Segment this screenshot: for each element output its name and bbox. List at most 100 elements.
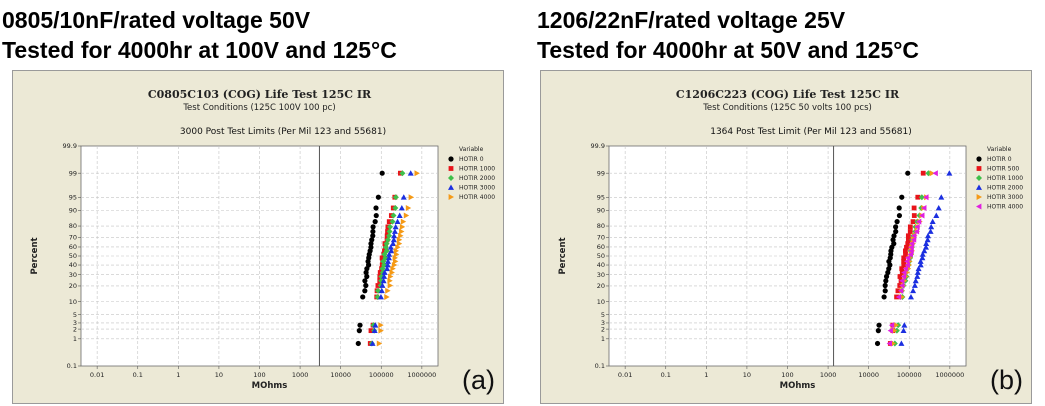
legend-marker bbox=[976, 166, 982, 171]
data-point bbox=[396, 240, 403, 247]
data-point bbox=[399, 228, 405, 235]
legend-marker bbox=[448, 184, 454, 190]
data-point bbox=[893, 322, 900, 329]
data-point bbox=[915, 194, 921, 200]
data-point bbox=[363, 282, 369, 289]
data-point bbox=[400, 218, 407, 225]
data-point bbox=[391, 228, 398, 234]
data-point bbox=[375, 194, 381, 200]
legend-label: HOTIR 2000 bbox=[987, 185, 1023, 192]
data-point bbox=[914, 223, 920, 230]
data-point bbox=[407, 170, 414, 176]
data-point bbox=[370, 233, 376, 239]
chart-b-svg: C1206C223 (COG) Life Test 125C IR Test Co… bbox=[558, 88, 1023, 395]
data-point bbox=[908, 240, 915, 247]
data-point bbox=[918, 194, 925, 201]
data-point bbox=[392, 194, 399, 201]
data-point bbox=[362, 288, 368, 294]
data-point bbox=[381, 269, 388, 275]
data-point bbox=[392, 223, 399, 230]
data-point bbox=[387, 244, 394, 250]
left-heading-line1: 0805/10nF/rated voltage 50V bbox=[2, 7, 311, 33]
x-tick-label: 1 bbox=[176, 371, 180, 379]
data-point bbox=[902, 248, 908, 254]
data-point bbox=[946, 170, 953, 176]
data-point bbox=[904, 244, 909, 250]
data-point bbox=[881, 294, 887, 300]
right-heading-line1: 1206/22nF/rated voltage 25V bbox=[537, 7, 846, 33]
legend-marker bbox=[976, 175, 982, 181]
y-tick-label: 50 bbox=[597, 252, 605, 260]
data-point bbox=[392, 258, 399, 265]
data-point bbox=[925, 232, 932, 239]
data-point bbox=[902, 265, 909, 272]
data-point bbox=[384, 293, 390, 300]
series-hotir-0 bbox=[355, 170, 385, 347]
panel-label: (b) bbox=[990, 365, 1023, 395]
data-point bbox=[387, 282, 394, 289]
data-point bbox=[919, 254, 926, 261]
chart-panel-b: C1206C223 (COG) Life Test 125C IR Test Co… bbox=[540, 70, 1032, 404]
series-hotir-4000 bbox=[886, 170, 938, 347]
legend-label: HOTIR 2000 bbox=[459, 175, 495, 182]
data-point bbox=[387, 277, 393, 284]
y-tick-label: 60 bbox=[69, 243, 77, 251]
x-tick-label: 10 bbox=[215, 371, 223, 379]
y-tick-label: 80 bbox=[597, 222, 605, 230]
data-point bbox=[376, 340, 383, 347]
data-point bbox=[907, 229, 913, 234]
x-tick-label: 1000000 bbox=[935, 371, 964, 379]
series-hotir-2000 bbox=[898, 170, 953, 346]
y-tick-label: 3 bbox=[601, 319, 605, 327]
data-point bbox=[386, 232, 393, 239]
y-tick-label: 50 bbox=[69, 252, 77, 260]
data-point bbox=[910, 236, 917, 243]
data-point bbox=[389, 218, 396, 225]
data-point bbox=[395, 244, 401, 251]
data-point bbox=[891, 233, 897, 239]
data-point bbox=[899, 266, 905, 272]
data-point bbox=[901, 259, 907, 264]
data-point bbox=[913, 228, 920, 235]
data-point bbox=[928, 223, 935, 230]
x-axis-label: MOhms bbox=[780, 381, 816, 391]
data-point bbox=[920, 170, 926, 176]
data-point bbox=[888, 322, 895, 329]
data-point bbox=[369, 237, 375, 243]
y-tick-label: 80 bbox=[69, 222, 77, 230]
legend-label: HOTIR 3000 bbox=[459, 185, 495, 192]
data-point bbox=[903, 251, 908, 257]
data-point bbox=[896, 205, 902, 211]
data-point bbox=[378, 327, 384, 334]
data-point bbox=[379, 255, 385, 261]
x-tick-label: 1000 bbox=[292, 371, 309, 379]
data-point bbox=[388, 273, 394, 280]
data-point bbox=[911, 213, 917, 218]
legend-marker bbox=[448, 166, 454, 171]
data-point bbox=[385, 287, 391, 294]
data-point bbox=[381, 273, 388, 279]
data-point bbox=[895, 293, 902, 300]
data-point bbox=[883, 278, 889, 284]
data-point bbox=[887, 327, 894, 334]
y-axis-label: Percent bbox=[558, 237, 568, 274]
data-point bbox=[921, 204, 927, 211]
data-point bbox=[899, 282, 905, 289]
y-tick-label: 40 bbox=[597, 261, 605, 269]
data-point bbox=[388, 247, 395, 254]
y-tick-label: 99 bbox=[69, 169, 77, 177]
data-point bbox=[908, 244, 914, 251]
data-point bbox=[372, 219, 378, 225]
x-tick-label: 1000 bbox=[820, 371, 837, 379]
data-point bbox=[927, 228, 934, 234]
data-point bbox=[921, 247, 928, 254]
data-point bbox=[891, 327, 898, 334]
legend-label: HOTIR 0 bbox=[459, 156, 484, 163]
data-point bbox=[917, 258, 924, 264]
data-point bbox=[875, 328, 881, 334]
data-point bbox=[911, 282, 918, 288]
data-point bbox=[915, 218, 922, 225]
data-point bbox=[396, 212, 403, 218]
x-tick-label: 100000 bbox=[897, 371, 922, 379]
data-point bbox=[386, 219, 392, 225]
